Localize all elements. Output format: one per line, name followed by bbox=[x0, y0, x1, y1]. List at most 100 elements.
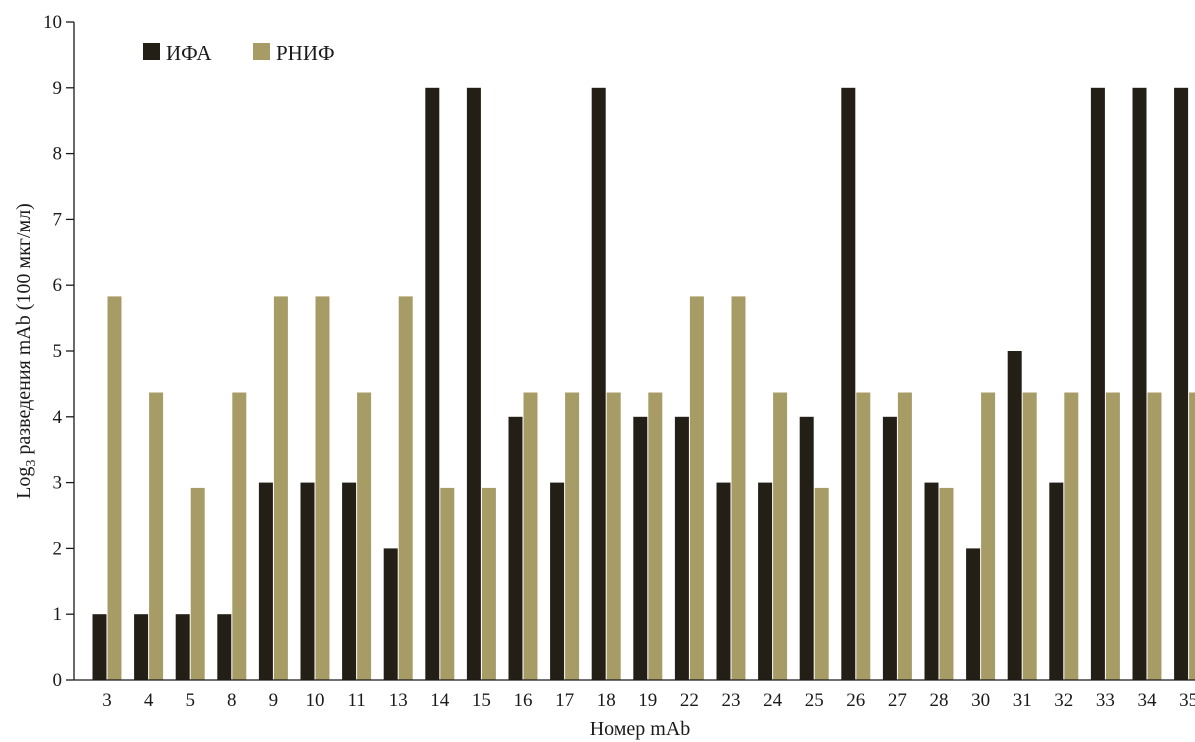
x-tick-label-35: 35 bbox=[1179, 690, 1195, 711]
x-tick-label-11: 11 bbox=[347, 690, 365, 711]
bar-ifa-31 bbox=[1007, 351, 1022, 680]
bar-ifa-15 bbox=[466, 87, 481, 681]
bar-ifa-34 bbox=[1132, 87, 1147, 681]
bar-rnif-22 bbox=[689, 296, 704, 680]
bar-rnif-10 bbox=[315, 296, 330, 680]
bar-ifa-13 bbox=[383, 548, 398, 680]
x-ticks: 3 4 5 8 9 10 11 13 14 15 16 17 18 19 22 23 24 25 26 27 28 30 3… bbox=[102, 690, 1195, 711]
bar-rnif-32 bbox=[1064, 392, 1079, 680]
bars-layer bbox=[92, 87, 1195, 681]
bar-ifa-3 bbox=[92, 614, 107, 680]
x-tick-label-33: 33 bbox=[1096, 690, 1115, 711]
bar-rnif-15 bbox=[481, 487, 496, 680]
x-tick-label-4: 4 bbox=[144, 690, 154, 711]
x-tick-label-34: 34 bbox=[1138, 690, 1158, 711]
bar-ifa-22 bbox=[674, 416, 689, 680]
x-tick-label-23: 23 bbox=[722, 690, 741, 711]
y-tick-label-10: 10 bbox=[43, 12, 62, 33]
bar-ifa-11 bbox=[342, 482, 357, 680]
y-tick-label-2: 2 bbox=[53, 538, 63, 559]
bar-ifa-10 bbox=[300, 482, 315, 680]
bar-ifa-9 bbox=[258, 482, 273, 680]
x-tick-label-25: 25 bbox=[805, 690, 824, 711]
x-tick-label-31: 31 bbox=[1013, 690, 1032, 711]
y-axis-title-subscript: 3 bbox=[24, 460, 39, 467]
x-tick-label-3: 3 bbox=[102, 690, 112, 711]
x-axis-title: Номер mAb bbox=[590, 718, 691, 740]
bar-rnif-28 bbox=[939, 487, 954, 680]
bar-ifa-35 bbox=[1174, 87, 1189, 681]
bar-rnif-30 bbox=[981, 392, 996, 680]
x-tick-label-22: 22 bbox=[680, 690, 699, 711]
bar-ifa-33 bbox=[1090, 87, 1105, 681]
bar-ifa-4 bbox=[134, 614, 149, 680]
bar-rnif-11 bbox=[357, 392, 372, 680]
y-tick-label-0: 0 bbox=[53, 670, 63, 691]
legend-swatch-ifa bbox=[143, 43, 160, 60]
x-tick-label-24: 24 bbox=[763, 690, 783, 711]
x-tick-label-18: 18 bbox=[597, 690, 616, 711]
y-tick-label-6: 6 bbox=[53, 275, 63, 296]
bar-ifa-32 bbox=[1049, 482, 1064, 680]
x-tick-label-26: 26 bbox=[846, 690, 865, 711]
bar-ifa-16 bbox=[508, 416, 523, 680]
bar-ifa-8 bbox=[217, 614, 232, 680]
bar-rnif-19 bbox=[648, 392, 663, 680]
bar-rnif-4 bbox=[149, 392, 164, 680]
bar-ifa-30 bbox=[966, 548, 981, 680]
bar-rnif-35 bbox=[1189, 392, 1195, 680]
x-tick-label-19: 19 bbox=[638, 690, 657, 711]
legend-label-ifa: ИФА bbox=[166, 41, 212, 65]
bar-rnif-9 bbox=[273, 296, 288, 680]
bar-ifa-5 bbox=[175, 614, 190, 680]
bar-ifa-26 bbox=[841, 87, 856, 681]
x-tick-label-28: 28 bbox=[930, 690, 949, 711]
legend-label-rnif: РНИФ bbox=[276, 41, 335, 65]
bar-rnif-13 bbox=[398, 296, 413, 680]
legend: ИФА РНИФ bbox=[143, 41, 335, 65]
y-tick-label-8: 8 bbox=[53, 144, 63, 165]
bar-ifa-18 bbox=[591, 87, 606, 681]
bar-rnif-18 bbox=[606, 392, 621, 680]
y-tick-label-5: 5 bbox=[53, 341, 63, 362]
bar-rnif-16 bbox=[523, 392, 538, 680]
x-tick-label-32: 32 bbox=[1054, 690, 1073, 711]
x-tick-label-13: 13 bbox=[389, 690, 408, 711]
bar-ifa-25 bbox=[799, 416, 814, 680]
y-ticks: 0 1 2 3 4 5 6 7 8 9 10 bbox=[43, 12, 74, 691]
y-tick-label-1: 1 bbox=[53, 604, 63, 625]
x-tick-label-10: 10 bbox=[306, 690, 325, 711]
legend-swatch-rnif bbox=[253, 43, 270, 60]
bar-rnif-34 bbox=[1147, 392, 1162, 680]
bar-ifa-14 bbox=[425, 87, 440, 681]
x-tick-label-15: 15 bbox=[472, 690, 491, 711]
bar-ifa-27 bbox=[882, 416, 897, 680]
x-tick-label-9: 9 bbox=[269, 690, 279, 711]
bar-rnif-27 bbox=[897, 392, 912, 680]
x-tick-label-30: 30 bbox=[971, 690, 990, 711]
x-tick-label-5: 5 bbox=[185, 690, 195, 711]
y-axis-title-rest: разведения mAb (100 мкг/мл) bbox=[13, 203, 35, 459]
x-tick-label-17: 17 bbox=[555, 690, 574, 711]
y-tick-label-9: 9 bbox=[53, 78, 63, 99]
y-axis-title-main: Log bbox=[13, 467, 35, 499]
bar-ifa-28 bbox=[924, 482, 939, 680]
bar-rnif-5 bbox=[190, 487, 205, 680]
bar-rnif-26 bbox=[856, 392, 871, 680]
x-tick-label-16: 16 bbox=[514, 690, 533, 711]
x-tick-label-14: 14 bbox=[430, 690, 450, 711]
bar-ifa-24 bbox=[758, 482, 773, 680]
bar-rnif-25 bbox=[814, 487, 829, 680]
bar-rnif-3 bbox=[107, 296, 122, 680]
y-tick-label-3: 3 bbox=[53, 473, 63, 494]
bar-ifa-23 bbox=[716, 482, 731, 680]
y-axis-title: Log3 разведения mAb (100 мкг/мл) bbox=[13, 203, 39, 499]
bar-ifa-19 bbox=[633, 416, 648, 680]
bar-ifa-17 bbox=[550, 482, 565, 680]
x-tick-label-27: 27 bbox=[888, 690, 907, 711]
bar-rnif-8 bbox=[232, 392, 247, 680]
y-tick-label-7: 7 bbox=[53, 209, 63, 230]
bar-rnif-33 bbox=[1105, 392, 1120, 680]
